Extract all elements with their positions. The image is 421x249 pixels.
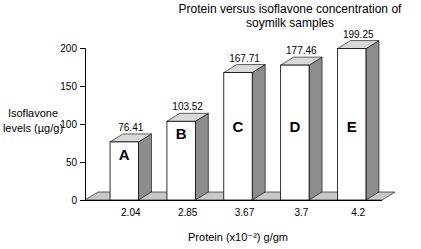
y-tick-label: 50: [66, 157, 78, 168]
y-tick: 0: [71, 195, 85, 206]
text-line: Protein versus isoflavone concentration …: [179, 2, 402, 16]
y-tick-line: [80, 162, 85, 163]
x-tick-label: 2.04: [121, 207, 141, 218]
x-axis: 2.04 2.85 3.67 3.7 4.2: [85, 200, 382, 218]
y-axis-title: Isoflavone levels (µg/g): [3, 107, 63, 134]
bar-letter: E: [347, 118, 357, 135]
chart: A B C D E 76.41 103.52 167.71 177.46 199.25 0 50 100…: [0, 0, 421, 249]
bar-top: [110, 134, 151, 142]
bars: [110, 41, 379, 200]
y-tick-label: 200: [60, 43, 77, 54]
bar: [167, 121, 195, 200]
x-axis-title: Protein (x10⁻²) g/gm: [188, 231, 288, 243]
bar-side: [252, 65, 265, 200]
bar-letter: C: [233, 118, 244, 135]
x-tick: 3.7: [294, 200, 308, 218]
data-label: 177.46: [286, 45, 317, 56]
y-tick: 150: [60, 81, 85, 92]
bar-group: [338, 41, 379, 200]
bar-top: [281, 57, 322, 65]
bar-group: [281, 57, 322, 200]
y-axis-line: [80, 49, 86, 201]
title: Protein versus isoflavone concentration …: [179, 2, 402, 30]
y-tick-label: 0: [71, 195, 77, 206]
x-tick: 2.04: [121, 200, 141, 218]
x-tick: 2.85: [178, 200, 198, 218]
x-axis-line: [85, 200, 382, 201]
y-tick-label: 150: [60, 81, 77, 92]
bar: [110, 142, 138, 200]
data-label: 103.52: [172, 101, 203, 112]
data-label: 76.41: [118, 122, 143, 133]
x-tick-label: 2.85: [178, 207, 198, 218]
bar-letter: B: [176, 125, 187, 142]
text-line: soymilk samples: [246, 16, 334, 30]
text-line: Isoflavone: [8, 107, 58, 119]
y-tick: 100: [60, 119, 85, 130]
y-tick: 200: [60, 43, 85, 54]
bar-group: [167, 113, 208, 200]
x-tick-label: 3.67: [235, 207, 255, 218]
bar-top: [338, 41, 379, 49]
y-axis: 0 50 100 150 200: [60, 43, 85, 206]
text-line: levels (µg/g): [3, 122, 63, 134]
bar-side: [138, 134, 151, 200]
bar-side: [366, 41, 379, 200]
y-tick: 50: [66, 157, 85, 168]
data-label: 167.71: [229, 53, 260, 64]
data-label: 199.25: [343, 29, 374, 40]
x-tick: 4.2: [351, 200, 365, 218]
bar: [224, 73, 252, 200]
bar-letter: A: [119, 146, 130, 163]
bar: [338, 49, 366, 200]
x-tick-label: 4.2: [351, 207, 365, 218]
bar-side: [309, 57, 322, 200]
bar-side: [195, 113, 208, 200]
y-tick-line: [80, 200, 85, 201]
bar: [281, 65, 309, 200]
y-tick-line: [80, 48, 85, 49]
bar-letter: D: [289, 118, 300, 135]
x-tick: 3.67: [235, 200, 255, 218]
bar-top: [224, 65, 265, 73]
y-tick-line: [80, 124, 85, 125]
bar-top: [167, 113, 208, 121]
bar-group: [224, 65, 265, 200]
y-tick-line: [80, 86, 85, 87]
x-tick-label: 3.7: [294, 207, 308, 218]
bar-group: [110, 134, 151, 200]
